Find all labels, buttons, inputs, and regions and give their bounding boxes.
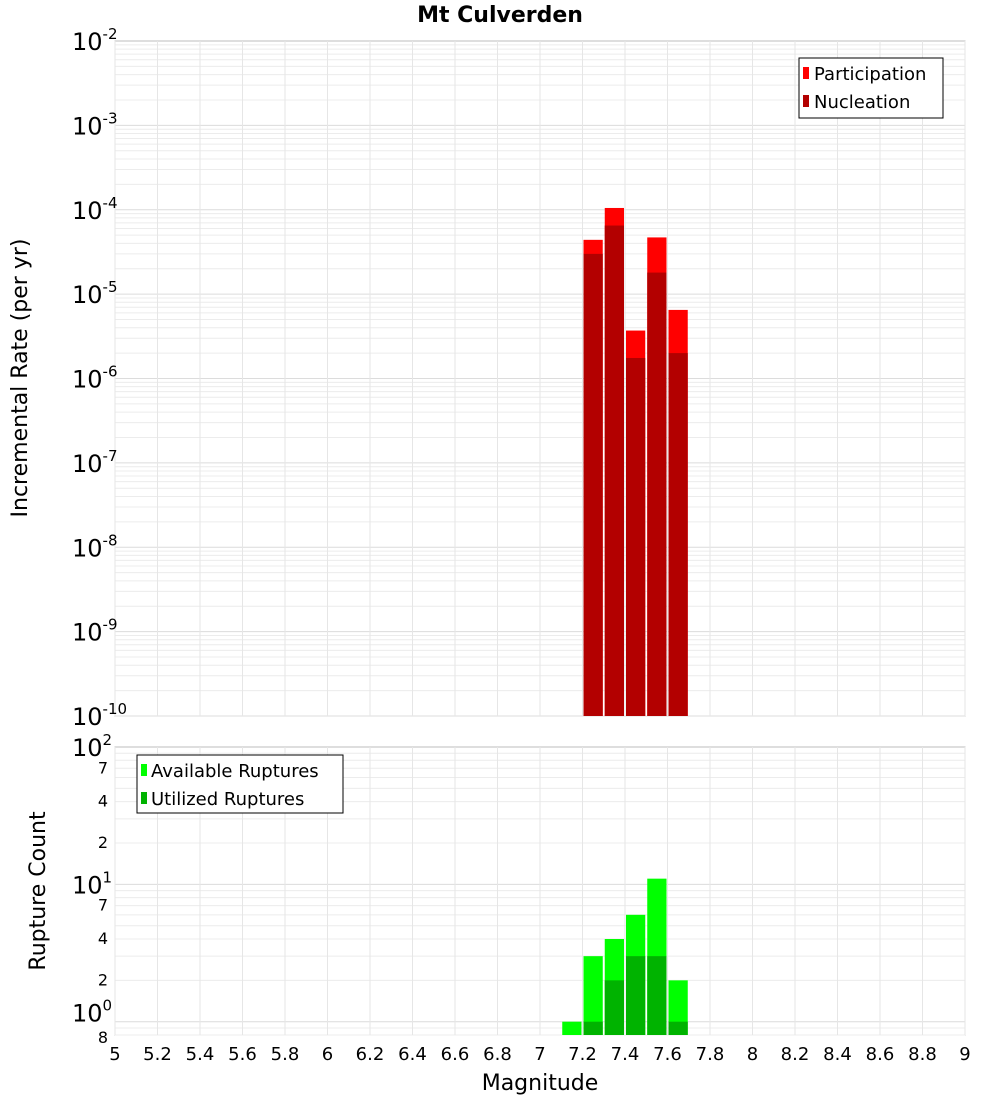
x-tick-label: 7.2 [568,1044,597,1065]
x-tick-label: 6.2 [356,1044,385,1065]
legend-label-participation: Participation [814,64,926,85]
rate-y-tick-label: 10-8 [72,531,118,562]
count-y-tick-label: 101 [72,868,112,899]
x-tick-label: 9 [959,1044,970,1065]
legend-label-nucleation: Nucleation [814,92,910,113]
legend-label-available-ruptures: Available Ruptures [151,761,319,782]
count-legend: Available Ruptures Utilized Ruptures [136,754,344,814]
count-grid [114,747,966,1036]
x-tick-label: 6.6 [441,1044,470,1065]
count-y-ticks: 102 101 100 7 4 2 7 4 2 8 [72,731,112,1047]
available-ruptures-bar [562,1021,582,1035]
chart-title: Mt Culverden [417,3,583,28]
x-tick-label: 8 [747,1044,758,1065]
rate-y-tick-label: 10-5 [72,278,118,309]
count-legend-box [136,754,344,814]
utilized-ruptures-bar [604,980,624,1035]
count-y-axis-label: Rupture Count [26,811,51,971]
magnitude-x-ticks: 5 5.2 5.4 5.6 5.8 6 6.2 6.4 6.6 6.8 7 7.2 7.4 7.6 7.8 8… [109,1044,970,1065]
x-axis-label: Magnitude [482,1071,599,1096]
available-ruptures-bar [668,980,688,1035]
x-tick-label: 6 [322,1044,333,1065]
x-tick-label: 5.6 [228,1044,257,1065]
x-tick-label: 8.8 [908,1044,937,1065]
x-tick-label: 6.8 [483,1044,512,1065]
available-ruptures-bar [583,956,603,1035]
nucleation-bar [668,353,688,716]
rate-y-ticks: 10-2 10-3 10-4 10-5 10-6 10-7 10-8 10-9 10-10 [72,25,127,731]
count-y-minor-tick-label: 4 [98,792,108,811]
x-tick-label: 5.4 [186,1044,215,1065]
legend-swatch-available-ruptures [141,764,147,776]
rate-y-tick-label: 10-10 [72,700,127,731]
utilized-ruptures-bar [647,956,667,1035]
x-tick-label: 8.6 [866,1044,895,1065]
rate-legend-box [798,57,944,119]
count-y-minor-tick-label: 2 [98,833,108,852]
rate-y-tick-label: 10-9 [72,616,118,647]
utilized-ruptures-bar [626,956,646,1035]
x-tick-label: 7.8 [696,1044,725,1065]
rate-y-tick-label: 10-4 [72,194,118,225]
rate-y-tick-label: 10-3 [72,109,118,140]
nucleation-bar [583,253,603,716]
x-tick-label: 8.4 [823,1044,852,1065]
count-y-tick-label: 102 [72,731,112,762]
count-y-minor-tick-label: 2 [98,970,108,989]
rate-panel: 10-2 10-3 10-4 10-5 10-6 10-7 10-8 10-9 10-10 In… [8,25,966,731]
rate-y-axis-label: Incremental Rate (per yr) [8,239,33,518]
count-y-minor-tick-label: 7 [98,896,108,915]
nucleation-bar [626,357,646,716]
count-bars [562,878,688,1035]
rate-legend: Participation Nucleation [798,57,944,119]
rate-y-tick-label: 10-2 [72,25,118,56]
count-y-tick-label: 100 [72,997,112,1028]
x-tick-label: 7.6 [653,1044,682,1065]
x-tick-label: 7.4 [611,1044,640,1065]
legend-swatch-participation [803,67,809,79]
x-tick-label: 6.4 [398,1044,427,1065]
x-tick-label: 5.8 [271,1044,300,1065]
nucleation-bar [647,272,667,716]
rate-bars [583,207,688,716]
legend-swatch-utilized-ruptures [141,792,147,804]
utilized-ruptures-bar [583,1021,603,1035]
count-y-minor-tick-label: 4 [98,929,108,948]
rate-grid [114,41,966,717]
count-y-minor-tick-label: 8 [98,1028,108,1047]
legend-swatch-nucleation [803,95,809,107]
nucleation-bar [604,225,624,716]
rate-y-tick-label: 10-7 [72,447,118,478]
rate-y-tick-label: 10-6 [72,363,118,394]
x-tick-label: 8.2 [781,1044,810,1065]
legend-label-utilized-ruptures: Utilized Ruptures [151,789,304,810]
count-panel: 102 101 100 7 4 2 7 4 2 8 5 5.2 5.4 5.6 5.8 6 6.2 6.4 6.6… [26,731,971,1096]
utilized-ruptures-bar [668,1021,688,1035]
x-tick-label: 7 [534,1044,545,1065]
x-tick-label: 5.2 [143,1044,172,1065]
count-y-minor-tick-label: 7 [98,758,108,777]
x-tick-label: 5 [109,1044,120,1065]
